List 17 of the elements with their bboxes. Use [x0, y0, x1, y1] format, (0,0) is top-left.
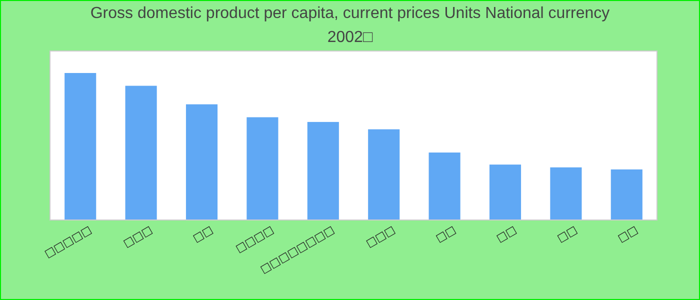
chart-subtitle: 2002□ [327, 29, 373, 46]
bar [610, 169, 642, 220]
bar [550, 167, 582, 220]
bar [186, 104, 218, 220]
x-tick-label: □□ [616, 223, 640, 245]
bar [64, 73, 96, 220]
chart-title: Gross domestic product per capita, current prices Units National currency [90, 5, 610, 22]
bar [428, 152, 460, 220]
x-tick-label: □□ [190, 223, 216, 245]
bar [246, 117, 278, 220]
bar [368, 129, 400, 220]
x-tick-label: □□ [554, 223, 580, 245]
x-tick-label: □□ [494, 223, 519, 245]
bar [307, 122, 339, 220]
x-tick-label: □□ [433, 223, 458, 245]
bar [125, 86, 157, 220]
bar [489, 164, 522, 220]
